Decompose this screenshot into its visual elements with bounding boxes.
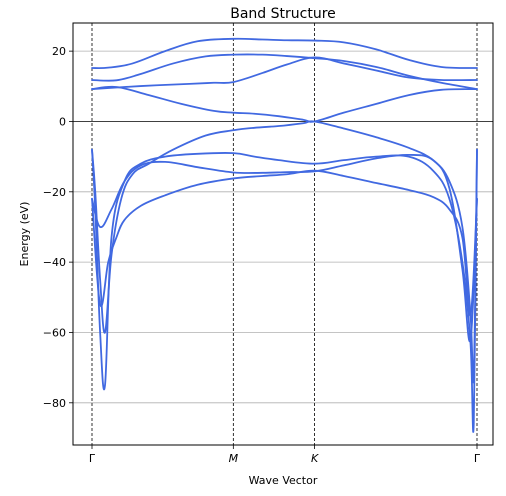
plot-frame: [72, 22, 494, 446]
band-line-3: [91, 56, 478, 91]
x-tick-label: K: [311, 452, 319, 465]
tick-layer: 20 0 −20 −40 −60 −80 Γ M K Γ: [43, 45, 481, 465]
chart-title: Band Structure: [230, 6, 336, 22]
series-layer: [91, 37, 478, 433]
y-tick-label: −80: [43, 397, 66, 410]
y-tick-label: 20: [52, 45, 66, 58]
y-tick-label: −60: [43, 326, 66, 339]
grid-layer: [73, 23, 493, 445]
band-line-4: [91, 85, 478, 123]
x-tick-label: Γ: [474, 452, 481, 465]
y-tick-label: −20: [43, 186, 66, 199]
x-tick-label: M: [229, 452, 239, 465]
x-tick-label: Γ: [89, 452, 96, 465]
y-tick-label: −40: [43, 256, 66, 269]
y-axis-label: Energy (eV): [18, 202, 31, 267]
band-line-2: [91, 53, 478, 91]
x-axis-label: Wave Vector: [249, 474, 318, 487]
band-line-8: [91, 169, 478, 316]
band-line-1: [91, 37, 478, 70]
y-tick-label: 0: [59, 115, 66, 128]
